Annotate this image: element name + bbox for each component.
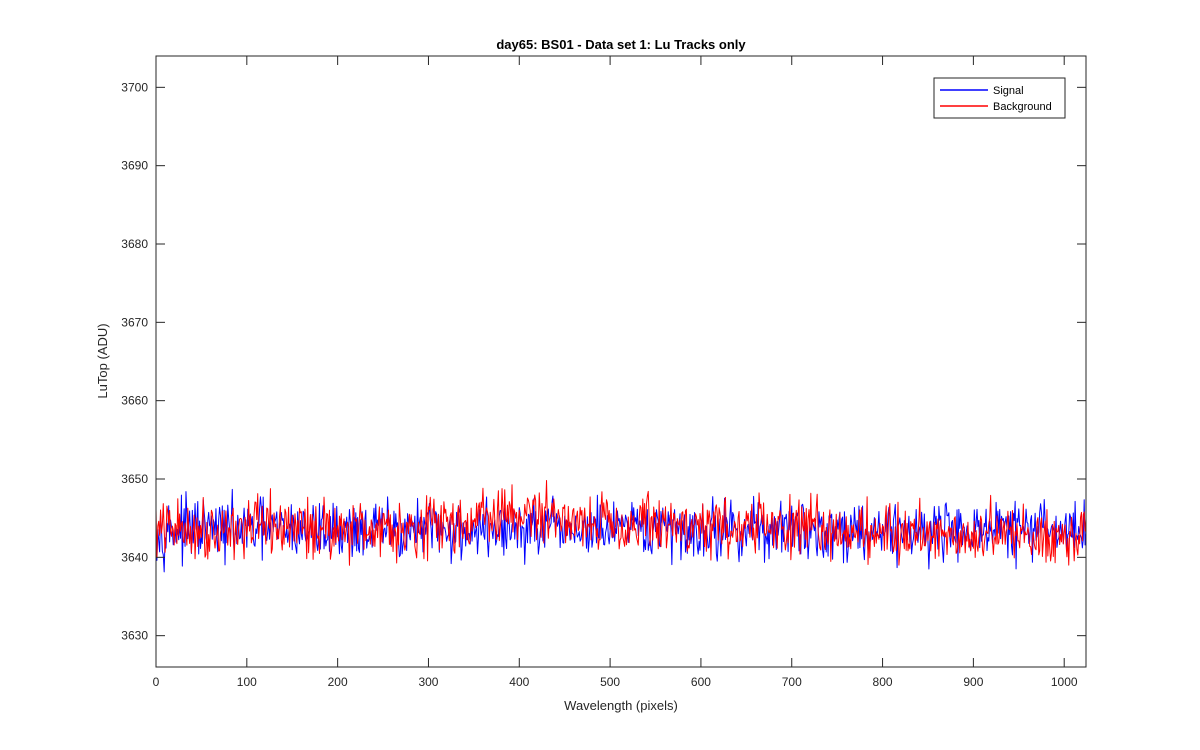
series-layer [155,480,1087,573]
x-tick-label: 500 [600,675,620,689]
y-axis-label: LuTop (ADU) [95,323,110,398]
y-tick-label: 3630 [121,629,148,643]
x-tick-label: 100 [237,675,257,689]
legend-background-label: Background [993,101,1052,113]
chart-title: day65: BS01 - Data set 1: Lu Tracks only [496,37,746,52]
x-tick-label: 700 [782,675,802,689]
x-tick-label: 400 [509,675,529,689]
x-tick-label: 0 [153,675,160,689]
x-tick-label: 1000 [1051,675,1078,689]
y-tick-label: 3640 [121,550,148,564]
series-line-background [155,480,1087,566]
x-tick-label: 800 [873,675,893,689]
axes-box [155,55,1087,668]
y-tick-label: 3690 [121,159,148,173]
x-axis-label: Wavelength (pixels) [564,698,678,713]
x-tick-label: 900 [963,675,983,689]
x-tick-label: 300 [418,675,438,689]
y-tick-label: 3670 [121,315,148,329]
x-tick-label: 600 [691,675,711,689]
legend-signal-label: Signal [993,85,1024,97]
y-tick-label: 3700 [121,80,148,94]
legend[interactable]: Signal Background [933,77,1066,119]
plot-area [156,56,1086,667]
axes-layer: 0 100 200 300 400 500 600 700 800 900 1000 3630 3640… [121,55,1087,689]
x-tick-label: 200 [328,675,348,689]
y-tick-label: 3680 [121,237,148,251]
y-tick-label: 3660 [121,394,148,408]
y-tick-label: 3650 [121,472,148,486]
legend-box [933,77,1066,119]
